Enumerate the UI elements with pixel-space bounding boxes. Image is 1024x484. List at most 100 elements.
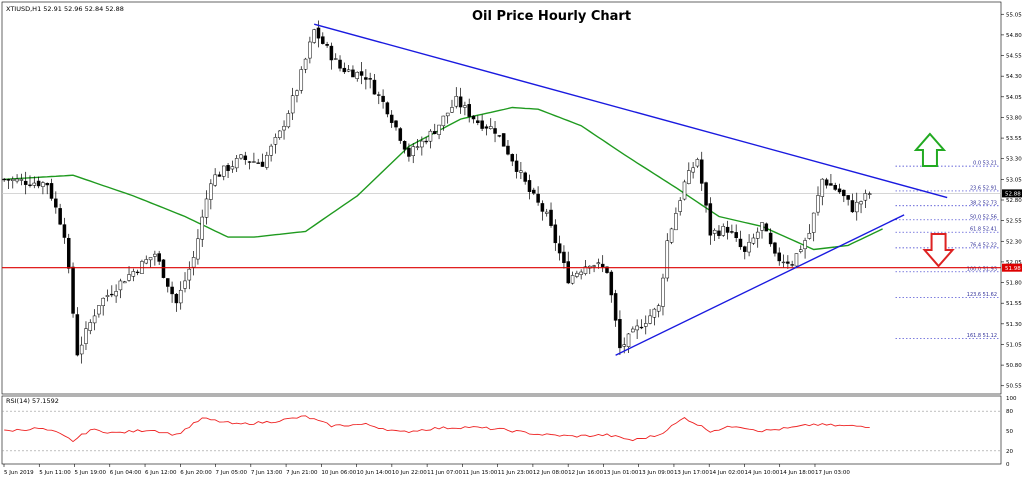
candle-body — [170, 286, 174, 295]
x-tick-label: 5 Jun 2019 — [4, 470, 34, 476]
candle — [62, 217, 67, 244]
candle — [252, 152, 256, 163]
candle-body — [600, 263, 605, 268]
candle — [45, 182, 49, 195]
candle-body — [476, 120, 480, 124]
candle-body — [596, 262, 601, 265]
candle — [678, 197, 682, 216]
candle — [536, 186, 540, 206]
candle-body — [799, 249, 803, 252]
candle-body — [346, 69, 351, 72]
candle-body — [678, 200, 682, 212]
candle-body — [368, 78, 372, 80]
candle-body — [613, 293, 618, 321]
candle — [863, 189, 868, 208]
candle-body — [174, 293, 179, 304]
fib-level-label: 50.0 52.56 — [970, 214, 997, 220]
candle-body — [355, 71, 360, 79]
candle-body — [514, 160, 519, 172]
candle-body — [463, 105, 467, 108]
candle — [665, 233, 670, 282]
candle-body — [850, 200, 855, 213]
candle-body — [867, 193, 872, 195]
descending-resistance-trendline[interactable] — [314, 23, 948, 199]
candle — [329, 42, 334, 70]
candle — [510, 153, 515, 167]
candle — [260, 153, 265, 167]
candle-body — [105, 295, 110, 297]
x-tick-label: 12 Jun 08:00 — [533, 470, 568, 476]
candle — [463, 101, 467, 116]
candle-body — [566, 261, 571, 284]
x-tick-label: 6 Jun 12:00 — [145, 470, 177, 476]
candle — [411, 143, 415, 164]
trendlines[interactable] — [314, 23, 948, 356]
candle-body — [635, 325, 639, 331]
candle-body — [290, 95, 295, 114]
candle — [364, 69, 368, 90]
candle — [699, 151, 704, 191]
y-tick-label: 52.30 — [1006, 239, 1022, 245]
candle-body — [592, 265, 596, 267]
candle — [738, 230, 743, 250]
y-tick-label: 52.55 — [1006, 219, 1022, 225]
candle — [781, 254, 786, 268]
candle-body — [84, 328, 88, 344]
candle-body — [562, 251, 566, 263]
candle — [747, 234, 751, 257]
candle — [140, 259, 144, 274]
candle — [579, 269, 583, 280]
candle — [312, 28, 316, 44]
candle-body — [674, 213, 678, 231]
candle — [751, 233, 756, 245]
candle — [816, 186, 820, 216]
candle — [768, 228, 773, 247]
x-tick-label: 11 Jun 15:00 — [462, 470, 497, 476]
candle — [829, 173, 833, 186]
candle — [527, 174, 532, 200]
y-tick-label: 52.80 — [1006, 198, 1022, 204]
candle-body — [308, 41, 312, 59]
candle — [346, 64, 351, 73]
fibonacci-retracement[interactable]: 0.0 53.21 23.6 52.91 38.2 52.73 50.0 52.56 6… — [895, 161, 999, 340]
candle — [833, 182, 837, 191]
candle — [273, 133, 278, 154]
candle — [424, 136, 428, 145]
candle-body — [372, 79, 377, 95]
candle-body — [161, 259, 166, 278]
candle-body — [622, 344, 626, 347]
fib-level-label: 23.6 52.91 — [970, 185, 997, 191]
candle — [631, 326, 635, 333]
ascending-support-trendline[interactable] — [615, 214, 905, 356]
candle-body — [338, 59, 342, 69]
candle — [359, 62, 364, 85]
candle — [725, 220, 730, 240]
fib-level-label: 76.4 52.22 — [970, 242, 997, 248]
candle-body — [19, 179, 24, 181]
candle — [743, 245, 747, 260]
current-price-tag-text: 52.88 — [1005, 192, 1021, 198]
candle — [553, 219, 558, 251]
support-price-tag: 51.98 — [1002, 263, 1022, 272]
candle-body — [760, 222, 764, 231]
candle — [786, 255, 790, 269]
candle-body — [28, 184, 32, 186]
candle-body — [575, 272, 579, 277]
candle — [110, 285, 114, 298]
candle-body — [717, 230, 721, 236]
candle-body — [204, 198, 209, 218]
candle — [415, 138, 420, 151]
candle — [760, 222, 764, 239]
candle — [867, 191, 872, 199]
y-tick-label: 53.30 — [1006, 157, 1022, 163]
candle — [295, 89, 299, 103]
candle-body — [118, 280, 123, 291]
candle — [183, 272, 187, 293]
candle-body — [359, 71, 364, 76]
x-tick-label: 7 Jun 21:00 — [286, 470, 318, 476]
x-tick-label: 11 Jun 07:00 — [427, 470, 462, 476]
price-panel-frame — [1, 1, 1002, 395]
candle — [6, 178, 11, 190]
